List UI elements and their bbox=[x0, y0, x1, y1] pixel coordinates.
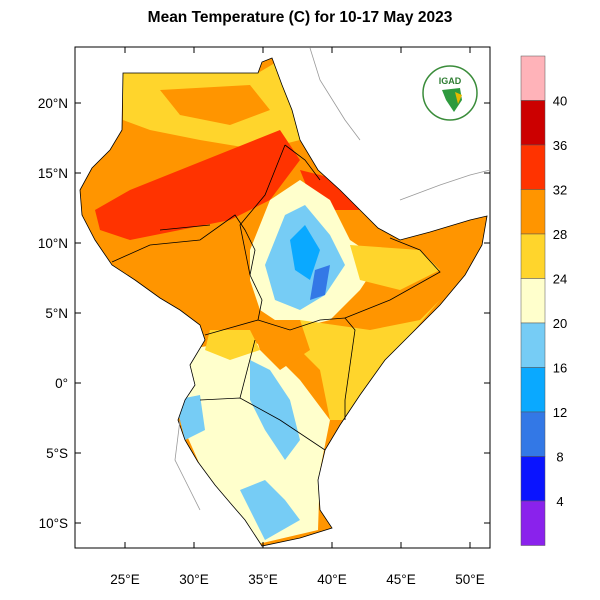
colorbar-label: 16 bbox=[553, 361, 567, 376]
lon-tick-label: 30°E bbox=[179, 572, 208, 587]
lat-tick-label: 15°N bbox=[38, 166, 68, 181]
colorbar-label: 4 bbox=[556, 494, 563, 509]
logo-text: IGAD bbox=[439, 76, 462, 86]
colorbar-swatch bbox=[520, 278, 546, 324]
coastlines bbox=[174, 47, 491, 511]
lon-tick-label: 45°E bbox=[386, 572, 415, 587]
lat-tick-label: 5°N bbox=[45, 306, 68, 321]
lat-tick-label: 5°S bbox=[46, 446, 68, 461]
colorbar-label: 24 bbox=[553, 272, 567, 287]
lon-tick-label: 35°E bbox=[248, 572, 277, 587]
lat-tick-label: 20°N bbox=[38, 96, 68, 111]
colorbar-label: 8 bbox=[556, 450, 563, 465]
lon-tick-label: 50°E bbox=[455, 572, 484, 587]
colorbar-swatch bbox=[520, 233, 546, 279]
colorbar-swatch bbox=[520, 500, 546, 546]
axes: 20°N 15°N 10°N 5°N 0° 5°S 10°S 25°E 30°E 35°E 40°E… bbox=[38, 47, 490, 587]
colorbar-swatch bbox=[520, 367, 546, 413]
colorbar-swatch bbox=[520, 411, 546, 457]
colorbar-label: 36 bbox=[553, 138, 567, 153]
lat-tick-label: 0° bbox=[55, 376, 68, 391]
colorbar-swatch bbox=[520, 144, 546, 190]
colorbar: 40 36 32 28 24 20 16 12 8 4 bbox=[520, 55, 567, 546]
igad-logo: IGAD bbox=[422, 65, 478, 121]
colorbar-label: 40 bbox=[553, 94, 567, 109]
colorbar-swatch bbox=[520, 322, 546, 368]
colorbar-label: 12 bbox=[553, 405, 567, 420]
colorbar-label: 32 bbox=[553, 183, 567, 198]
colorbar-swatch bbox=[520, 55, 546, 101]
lon-tick-label: 40°E bbox=[317, 572, 346, 587]
lat-tick-label: 10°S bbox=[39, 516, 68, 531]
colorbar-swatch bbox=[520, 189, 546, 235]
colorbar-swatch bbox=[520, 456, 546, 502]
country-borders bbox=[79, 57, 488, 547]
colorbar-label: 20 bbox=[553, 316, 567, 331]
map-title: Mean Temperature (C) for 10-17 May 2023 bbox=[147, 9, 453, 26]
lon-tick-label: 25°E bbox=[110, 572, 139, 587]
colorbar-swatch bbox=[520, 100, 546, 146]
colorbar-label: 28 bbox=[553, 227, 567, 242]
lat-tick-label: 10°N bbox=[38, 236, 68, 251]
